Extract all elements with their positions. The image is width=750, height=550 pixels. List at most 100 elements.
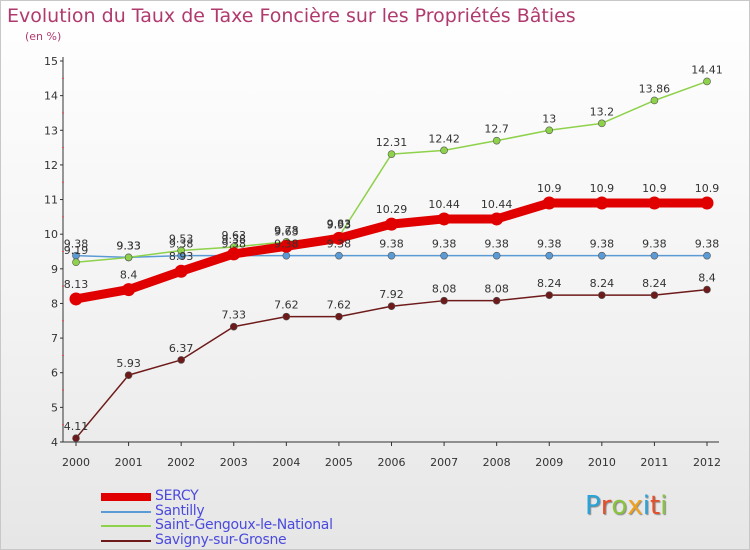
- data-point-savigny-sur-grosne: [387, 302, 396, 311]
- data-label-santilly: 9.38: [695, 238, 720, 251]
- data-point-sercy: [279, 239, 293, 253]
- data-point-saint-gengoux-le-national: [650, 96, 659, 105]
- data-point-saint-gengoux-le-national: [440, 146, 448, 155]
- y-tick-label: 7: [51, 332, 58, 345]
- x-tick-label: 2008: [483, 456, 511, 469]
- data-label-santilly: 9.38: [484, 238, 509, 251]
- data-label-savigny-sur-grosne: 7.33: [222, 309, 247, 322]
- logo-letter: i: [660, 491, 668, 521]
- data-label-santilly: 9.38: [274, 238, 299, 251]
- data-point-savigny-sur-grosne: [545, 291, 554, 299]
- x-tick-label: 2003: [220, 456, 248, 469]
- data-point-sercy: [437, 212, 451, 226]
- data-label-sercy: 10.9: [537, 182, 562, 195]
- y-tick-label: 14: [44, 90, 58, 103]
- legend-label-saint-gengoux: Saint-Gengoux-le-National: [155, 517, 333, 533]
- data-point-sercy: [385, 217, 398, 231]
- data-label-sercy: 9.63: [274, 225, 299, 238]
- x-tick-label: 2009: [535, 456, 563, 469]
- data-label-sercy: 10.9: [695, 182, 720, 195]
- data-label-savigny-sur-grosne: 8.24: [590, 277, 615, 290]
- data-label-saint-gengoux-le-national: 13: [542, 112, 556, 125]
- data-label-saint-gengoux-le-national: 12.7: [484, 123, 509, 136]
- data-point-savigny-sur-grosne: [229, 322, 238, 331]
- data-point-savigny-sur-grosne: [124, 371, 133, 379]
- data-label-santilly: 9.38: [169, 238, 194, 251]
- y-tick-label: 5: [51, 401, 58, 414]
- y-tick-label: 4: [51, 436, 58, 449]
- legend-swatch-santilly: [101, 511, 151, 513]
- data-point-santilly: [598, 251, 606, 260]
- data-point-santilly: [282, 251, 291, 260]
- data-label-savigny-sur-grosne: 7.62: [327, 299, 352, 312]
- proxiti-logo: Proxiti: [585, 491, 667, 521]
- data-label-saint-gengoux-le-national: 9.93: [327, 219, 352, 232]
- data-point-santilly: [440, 251, 448, 260]
- data-label-savigny-sur-grosne: 8.08: [432, 283, 457, 296]
- x-tick-label: 2011: [640, 456, 668, 469]
- data-point-sercy: [69, 292, 83, 306]
- data-point-saint-gengoux-le-national: [72, 258, 80, 267]
- data-label-sercy: 9.83: [327, 217, 352, 230]
- data-label-savigny-sur-grosne: 8.4: [698, 272, 716, 285]
- x-tick-label: 2006: [378, 456, 406, 469]
- data-label-santilly: 9.38: [379, 238, 404, 251]
- data-label-santilly: 9.38: [64, 238, 89, 251]
- data-label-saint-gengoux-le-national: 12.31: [376, 136, 408, 149]
- data-label-santilly: 9.38: [327, 238, 352, 251]
- data-label-sercy: 10.44: [428, 198, 460, 211]
- x-tick-label: 2000: [62, 456, 90, 469]
- data-point-savigny-sur-grosne: [650, 291, 659, 299]
- data-point-santilly: [492, 251, 501, 260]
- data-label-savigny-sur-grosne: 7.62: [274, 299, 299, 312]
- data-point-savigny-sur-grosne: [440, 296, 448, 305]
- data-point-sercy: [490, 212, 504, 226]
- data-point-saint-gengoux-le-national: [492, 136, 501, 145]
- x-tick-label: 2005: [325, 456, 353, 469]
- unit-label: (en %): [25, 30, 62, 43]
- y-tick-label: 10: [44, 228, 58, 241]
- data-label-sercy: 8.4: [120, 269, 138, 282]
- data-label-savigny-sur-grosne: 8.08: [484, 283, 509, 296]
- y-tick-label: 15: [44, 55, 58, 68]
- data-point-sercy: [174, 264, 188, 278]
- data-point-savigny-sur-grosne: [492, 296, 501, 305]
- data-label-savigny-sur-grosne: 4.11: [64, 420, 89, 433]
- data-point-saint-gengoux-le-national: [387, 150, 396, 158]
- y-tick-label: 13: [44, 124, 58, 137]
- data-label-sercy: 9.38: [222, 233, 247, 246]
- data-label-sercy: 10.29: [376, 203, 408, 216]
- data-label-sercy: 8.13: [64, 278, 89, 291]
- logo-letter: i: [642, 491, 650, 521]
- x-tick-label: 2012: [693, 456, 721, 469]
- data-point-saint-gengoux-le-national: [177, 246, 185, 255]
- data-point-santilly: [545, 251, 554, 260]
- data-label-santilly: 9.38: [642, 238, 667, 251]
- data-point-santilly: [703, 251, 711, 260]
- data-label-saint-gengoux-le-national: 9.78: [274, 224, 299, 237]
- data-label-savigny-sur-grosne: 6.37: [169, 342, 194, 355]
- data-label-sercy: 8.93: [169, 250, 194, 263]
- data-point-sercy: [700, 196, 714, 210]
- x-tick-label: 2002: [167, 456, 195, 469]
- x-tick-label: 2010: [588, 456, 616, 469]
- data-point-santilly: [335, 251, 343, 260]
- data-label-saint-gengoux-le-national: 9.63: [222, 229, 247, 242]
- data-label-saint-gengoux-le-national: 12.42: [428, 132, 460, 145]
- x-tick-label: 2004: [272, 456, 300, 469]
- logo-letter: P: [585, 491, 601, 521]
- x-tick-label: 2007: [430, 456, 458, 469]
- data-point-saint-gengoux-le-national: [545, 126, 554, 135]
- data-point-savigny-sur-grosne: [282, 312, 291, 321]
- data-point-savigny-sur-grosne: [598, 291, 606, 299]
- data-label-sercy: 10.9: [642, 182, 667, 195]
- data-point-santilly: [650, 251, 659, 260]
- data-point-savigny-sur-grosne: [72, 434, 80, 442]
- chart-title: Evolution du Taux de Taxe Foncière sur l…: [7, 5, 576, 27]
- legend-label-savigny: Savigny-sur-Grosne: [155, 532, 287, 548]
- series-line-savigny-sur-grosne: [75, 288, 708, 439]
- data-label-saint-gengoux-le-national: 13.86: [639, 82, 671, 95]
- data-point-saint-gengoux-le-national: [598, 119, 606, 128]
